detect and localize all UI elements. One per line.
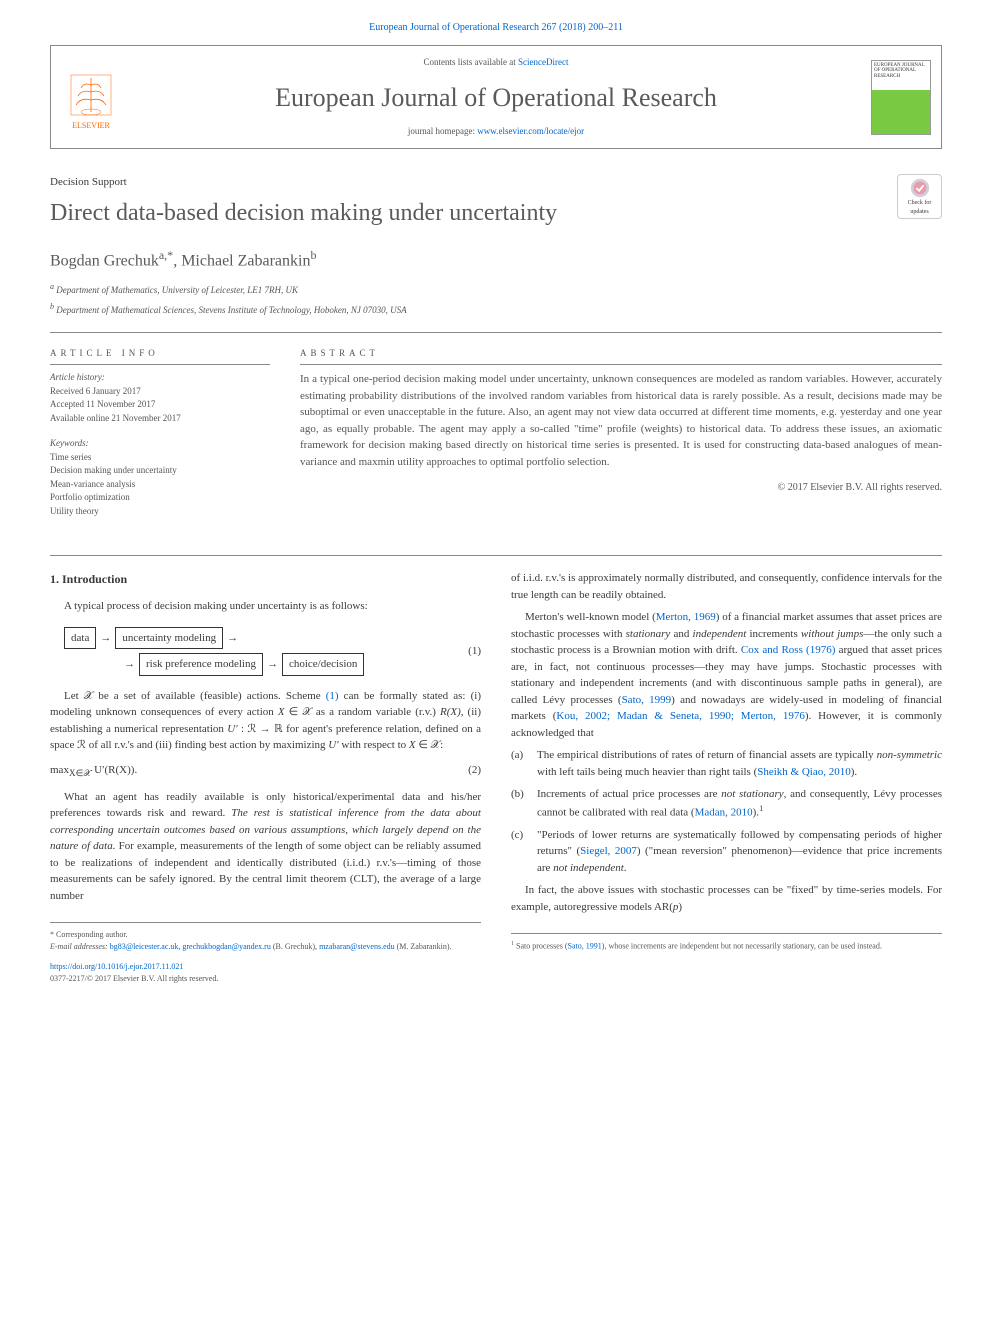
history-received: Received 6 January 2017: [50, 385, 270, 399]
check-updates-icon: [909, 177, 931, 199]
list-text: "Periods of lower returns are systematic…: [537, 827, 942, 877]
keyword: Decision making under uncertainty: [50, 464, 270, 478]
divider: [50, 555, 942, 556]
divider: [50, 332, 942, 333]
keyword: Portfolio optimization: [50, 491, 270, 505]
flow-uncertainty: uncertainty modeling: [115, 627, 223, 650]
issn-line: 0377-2217/© 2017 Elsevier B.V. All right…: [50, 973, 481, 985]
email-link[interactable]: bg83@leicester.ac.uk: [110, 942, 179, 951]
section-heading: 1. Introduction: [50, 570, 481, 588]
eq-number: (1): [468, 643, 481, 660]
para: A typical process of decision making und…: [50, 598, 481, 615]
doi-block: https://doi.org/10.1016/j.ejor.2017.11.0…: [50, 961, 481, 985]
flow-risk: risk preference modeling: [139, 653, 263, 676]
list-label: (b): [511, 786, 531, 821]
journal-cover: EUROPEAN JOURNAL OF OPERATIONAL RESEARCH: [871, 60, 931, 135]
eq-content: maxX∈𝒳 U′(R(X)).: [50, 764, 137, 776]
history-label: Article history:: [50, 371, 270, 385]
author-name: (B. Grechuk),: [273, 942, 317, 951]
corresponding-author: * Corresponding author.: [50, 929, 481, 941]
eq-number: (2): [468, 762, 481, 779]
author-name: (M. Zabarankin).: [397, 942, 452, 951]
email-link[interactable]: grechukbogdan@yandex.ru: [182, 942, 270, 951]
abstract: ABSTRACT In a typical one-period decisio…: [300, 347, 942, 531]
elsevier-logo: ELSEVIER: [61, 62, 121, 132]
check-updates-badge[interactable]: Check for updates: [897, 174, 942, 219]
check-updates-label: Check for updates: [898, 199, 941, 217]
abstract-text: In a typical one-period decision making …: [300, 371, 942, 470]
copyright: © 2017 Elsevier B.V. All rights reserved…: [300, 480, 942, 495]
para: What an agent has readily available is o…: [50, 789, 481, 905]
section-label: Decision Support: [50, 174, 897, 191]
elsevier-tree-icon: [66, 70, 116, 120]
homepage-prefix: journal homepage:: [408, 126, 477, 136]
email-label: E-mail addresses:: [50, 942, 108, 951]
list-label: (c): [511, 827, 531, 877]
flow-choice: choice/decision: [282, 653, 364, 676]
list-text: Increments of actual price processes are…: [537, 786, 942, 821]
right-column: of i.i.d. r.v.'s is approximately normal…: [511, 570, 942, 985]
para: of i.i.d. r.v.'s is approximately normal…: [511, 570, 942, 603]
contents-line: Contents lists available at ScienceDirec…: [131, 56, 861, 70]
equation-2: maxX∈𝒳 U′(R(X)). (2): [50, 762, 481, 781]
arrow-icon: →: [100, 630, 111, 647]
para: Let 𝒳 be a set of available (feasible) a…: [50, 688, 481, 754]
article-info: ARTICLE INFO Article history: Received 6…: [50, 347, 270, 531]
cover-text: EUROPEAN JOURNAL OF OPERATIONAL RESEARCH: [872, 61, 930, 82]
list-item-a: (a) The empirical distributions of rates…: [511, 747, 942, 780]
email-link[interactable]: mzabaran@stevens.edu: [319, 942, 395, 951]
flow-data: data: [64, 627, 96, 650]
footnote-1: 1 Sato processes (Sato, 1991), whose inc…: [511, 940, 942, 953]
header-box: ELSEVIER Contents lists available at Sci…: [50, 45, 942, 149]
contents-prefix: Contents lists available at: [424, 57, 518, 67]
affiliation-a: a Department of Mathematics, University …: [50, 281, 942, 298]
keyword: Time series: [50, 451, 270, 465]
arrow-icon: →: [267, 656, 278, 673]
para: In fact, the above issues with stochasti…: [511, 882, 942, 915]
list-item-c: (c) "Periods of lower returns are system…: [511, 827, 942, 877]
arrow-icon: →: [124, 656, 135, 673]
list-text: The empirical distributions of rates of …: [537, 747, 942, 780]
list-item-b: (b) Increments of actual price processes…: [511, 786, 942, 821]
left-column: 1. Introduction A typical process of dec…: [50, 570, 481, 985]
abstract-header: ABSTRACT: [300, 347, 942, 366]
authors: Bogdan Grechuka,*, Michael Zabarankinb: [50, 246, 942, 273]
keyword: Mean-variance analysis: [50, 478, 270, 492]
keyword: Utility theory: [50, 505, 270, 519]
footnotes-right: 1 Sato processes (Sato, 1991), whose inc…: [511, 933, 942, 953]
history-accepted: Accepted 11 November 2017: [50, 398, 270, 412]
homepage-line: journal homepage: www.elsevier.com/locat…: [131, 125, 861, 139]
para: Merton's well-known model (Merton, 1969)…: [511, 609, 942, 741]
flowchart-eq1: data → uncertainty modeling → → risk pre…: [64, 625, 481, 678]
arrow-icon: →: [227, 630, 238, 647]
elsevier-label: ELSEVIER: [72, 120, 110, 132]
list-label: (a): [511, 747, 531, 780]
header-center: Contents lists available at ScienceDirec…: [131, 56, 861, 138]
paper-title: Direct data-based decision making under …: [50, 195, 897, 231]
article-info-header: ARTICLE INFO: [50, 347, 270, 366]
journal-title: European Journal of Operational Research: [131, 78, 861, 117]
affiliation-b: b Department of Mathematical Sciences, S…: [50, 301, 942, 318]
journal-reference: European Journal of Operational Research…: [50, 20, 942, 35]
footnotes-left: * Corresponding author. E-mail addresses…: [50, 922, 481, 953]
history-online: Available online 21 November 2017: [50, 412, 270, 426]
homepage-link[interactable]: www.elsevier.com/locate/ejor: [477, 126, 584, 136]
doi-link[interactable]: https://doi.org/10.1016/j.ejor.2017.11.0…: [50, 962, 183, 971]
sciencedirect-link[interactable]: ScienceDirect: [518, 57, 568, 67]
keywords-label: Keywords:: [50, 437, 270, 451]
